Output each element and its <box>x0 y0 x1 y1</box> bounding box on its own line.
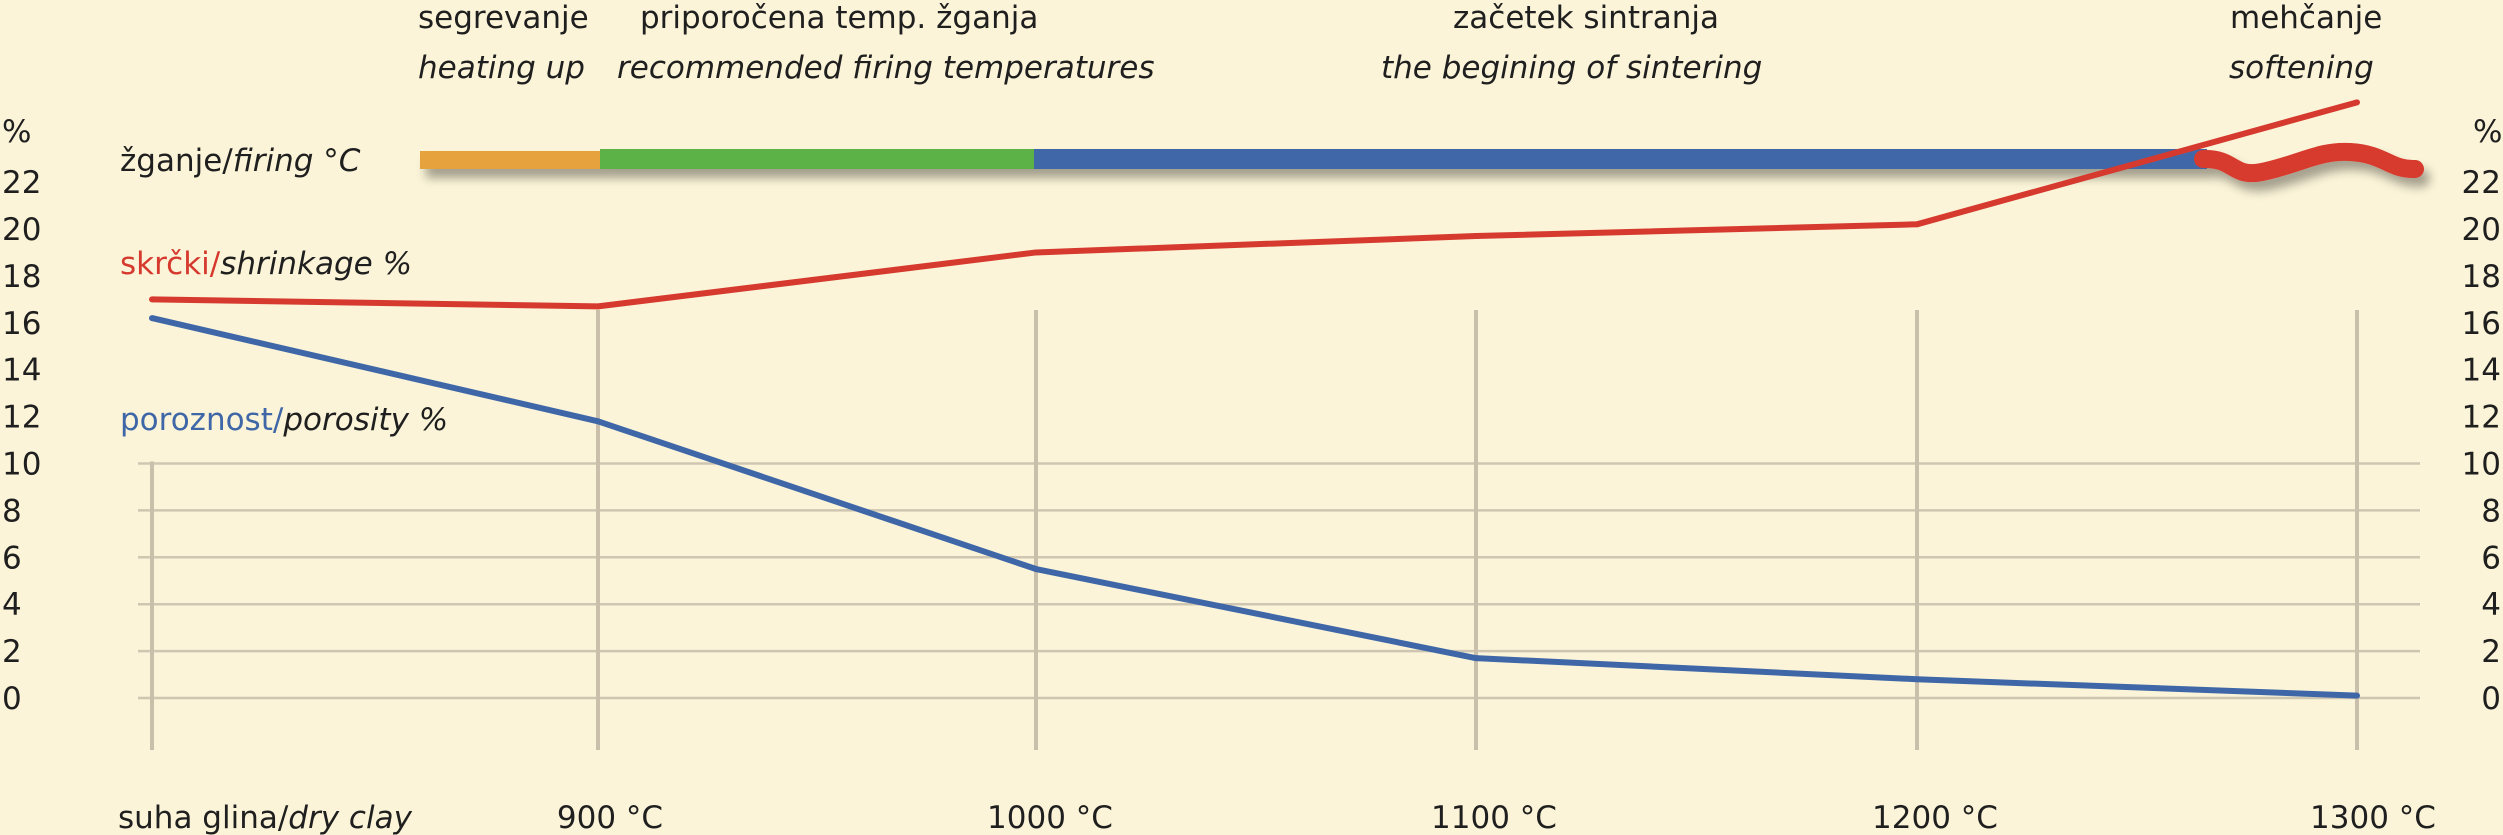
point-porosity-5 <box>2354 692 2360 699</box>
firing-segment-heating <box>420 151 601 169</box>
stage-recommended-en: recommended firing temperatures <box>617 50 1154 86</box>
y-unit-right: % <box>2473 114 2502 150</box>
x-label-dry-clay-en: dry clay <box>288 800 412 835</box>
legend-shrinkage: skrčki/shrinkage % <box>120 246 412 282</box>
point-shrinkage-1 <box>595 303 601 310</box>
x-label-1200: 1200 °C <box>1872 800 1998 835</box>
point-shrinkage-3 <box>1473 233 1479 240</box>
y-tick-left-0: 0 <box>2 681 22 717</box>
y-tick-labels-left: 0 2 4 6 8 10 12 14 16 18 20 22 <box>2 165 41 717</box>
y-tick-right-20: 20 <box>2462 212 2501 248</box>
stage-heating-en: heating up <box>418 50 585 86</box>
x-label-1300: 1300 °C <box>2310 800 2436 835</box>
stage-sintering-sl: začetek sintranja <box>1453 0 1719 36</box>
firing-label: žganje/firing °C <box>120 143 361 179</box>
point-shrinkage-5 <box>2354 99 2360 106</box>
y-tick-right-6: 6 <box>2481 540 2501 576</box>
x-label-dry-clay: suha glina/dry clay <box>118 800 413 835</box>
y-tick-labels-right: 0 2 4 6 8 10 12 14 16 18 20 22 <box>2462 165 2501 717</box>
y-tick-left-22: 22 <box>2 165 41 201</box>
y-tick-left-16: 16 <box>2 306 41 342</box>
firing-label-sl: žganje/ <box>120 143 233 179</box>
legend-porosity-en: porosity % <box>282 402 448 438</box>
point-shrinkage-2 <box>1033 249 1039 256</box>
point-porosity-3 <box>1473 655 1479 662</box>
y-tick-right-18: 18 <box>2462 259 2501 295</box>
x-label-dry-clay-sl: suha glina/ <box>118 800 289 835</box>
firing-segment-softening <box>2194 142 2424 183</box>
y-tick-right-8: 8 <box>2481 493 2501 529</box>
series-line-shrinkage <box>151 99 2358 310</box>
y-tick-right-4: 4 <box>2481 587 2501 623</box>
firing-segment-sintering <box>1034 149 2207 169</box>
data-points <box>149 99 2360 699</box>
y-unit-left: % <box>2 114 31 150</box>
y-tick-right-10: 10 <box>2462 447 2501 483</box>
y-tick-right-0: 0 <box>2481 681 2501 717</box>
stage-softening-en: softening <box>2229 50 2374 86</box>
vertical-gridlines <box>150 310 2359 750</box>
y-tick-right-2: 2 <box>2481 634 2501 670</box>
y-tick-right-22: 22 <box>2462 165 2501 201</box>
firing-label-en: firing °C <box>233 143 361 179</box>
point-porosity-0 <box>149 315 155 322</box>
point-porosity-2 <box>1033 566 1039 573</box>
y-tick-left-14: 14 <box>2 353 41 389</box>
legend-porosity-sl: poroznost/ <box>120 402 284 438</box>
point-shrinkage-4 <box>1914 221 1920 228</box>
x-label-1100: 1100 °C <box>1431 800 1557 835</box>
legend-shrinkage-en: shrinkage % <box>220 246 412 282</box>
y-tick-left-8: 8 <box>2 493 22 529</box>
point-porosity-4 <box>1914 676 1920 683</box>
y-tick-right-16: 16 <box>2462 306 2501 342</box>
y-tick-left-20: 20 <box>2 212 41 248</box>
legend-porosity: poroznost/porosity % <box>120 402 448 438</box>
y-tick-left-10: 10 <box>2 447 41 483</box>
y-tick-left-4: 4 <box>2 587 22 623</box>
y-tick-left-12: 12 <box>2 400 41 436</box>
y-tick-right-14: 14 <box>2462 353 2501 389</box>
horizontal-gridlines <box>138 462 2420 700</box>
y-tick-right-12: 12 <box>2462 400 2501 436</box>
firing-segment-recommended <box>600 149 1035 169</box>
y-tick-left-18: 18 <box>2 259 41 295</box>
legend-shrinkage-sl: skrčki/ <box>120 246 221 282</box>
point-porosity-1 <box>595 418 601 425</box>
series-line-porosity <box>151 315 2358 699</box>
point-shrinkage-0 <box>149 296 155 303</box>
firing-bar <box>420 142 2424 183</box>
stage-heating-sl: segrevanje <box>418 0 589 36</box>
stage-sintering-en: the begining of sintering <box>1381 50 1762 86</box>
x-label-900: 900 °C <box>557 800 663 835</box>
y-tick-left-6: 6 <box>2 540 22 576</box>
x-label-1000: 1000 °C <box>987 800 1113 835</box>
y-tick-left-2: 2 <box>2 634 22 670</box>
stage-softening-sl: mehčanje <box>2230 0 2382 36</box>
stage-recommended-sl: priporočena temp. žganja <box>640 0 1038 36</box>
